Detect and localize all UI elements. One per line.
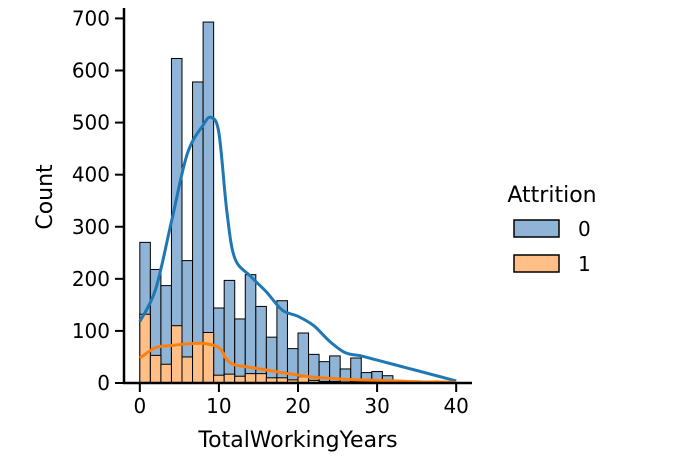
x-tick-label-1: 10 xyxy=(206,394,231,418)
y-axis-title: Count xyxy=(33,164,58,230)
y-tick-label-7: 700 xyxy=(72,6,110,30)
bar-attrition-1-1 xyxy=(149,354,162,384)
y-tick-label-5: 500 xyxy=(72,111,110,135)
bar-attrition-1-0 xyxy=(139,313,151,384)
x-tick-label-4: 40 xyxy=(443,394,468,418)
kde-line-attrition-0 xyxy=(138,115,457,383)
bar-attrition-1-2 xyxy=(160,363,172,384)
bar-attrition-1-5 xyxy=(192,343,204,384)
bar-attrition-1-3 xyxy=(170,325,183,384)
bar-attrition-1-10 xyxy=(244,373,257,384)
y-tick-label-4: 400 xyxy=(72,163,110,187)
kde-curves xyxy=(138,115,457,384)
bar-attrition-1-11 xyxy=(255,373,267,384)
legend-swatch-0 xyxy=(513,219,560,238)
legend-title: Attrition xyxy=(507,183,596,208)
legend-label-0: 0 xyxy=(578,217,591,241)
bar-attrition-0-6 xyxy=(202,21,215,384)
bar-attrition-1-4 xyxy=(181,356,194,384)
bar-attrition-1-6 xyxy=(202,331,215,384)
legend: Attrition 0 1 xyxy=(507,183,596,276)
bar-attrition-1-8 xyxy=(223,373,236,384)
legend-swatch-1 xyxy=(513,254,560,273)
x-tick-label-0: 0 xyxy=(133,394,146,418)
x-tick-label-3: 30 xyxy=(364,394,389,418)
bar-attrition-0-11 xyxy=(255,305,267,384)
bar-attrition-0-9 xyxy=(234,318,246,384)
x-axis-title: TotalWorkingYears xyxy=(197,428,397,453)
bar-attrition-0-12 xyxy=(265,336,278,384)
bar-attrition-0-8 xyxy=(223,279,236,384)
y-tick-label-2: 200 xyxy=(72,267,110,291)
bar-attrition-0-17 xyxy=(318,361,331,384)
x-tick-label-2: 20 xyxy=(285,394,310,418)
legend-label-1: 1 xyxy=(578,252,591,276)
axes: 0 100 200 300 400 500 600 700 0 10 20 30 40 xyxy=(72,6,472,418)
bar-attrition-0-14 xyxy=(286,348,299,384)
y-tick-label-6: 600 xyxy=(72,59,110,83)
histogram-bars xyxy=(139,21,404,384)
y-tick-label-0: 0 xyxy=(97,371,110,395)
kde-line-attrition-1 xyxy=(138,341,457,384)
y-tick-label-1: 100 xyxy=(72,319,110,343)
y-tick-label-3: 300 xyxy=(72,215,110,239)
